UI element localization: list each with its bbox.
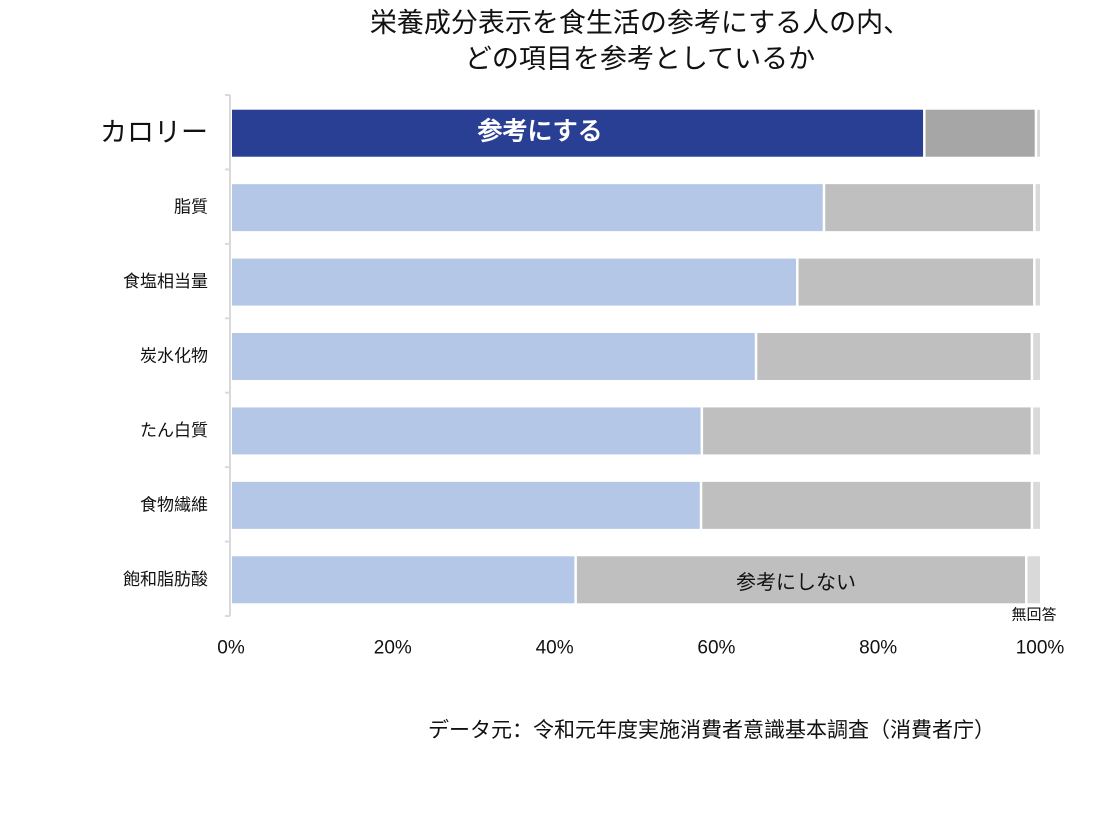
bar-segment-refer: [232, 407, 701, 455]
x-tick-label: 20%: [374, 638, 412, 659]
bar-segment-refer: [232, 556, 575, 604]
annotation-not-refer: 参考にしない: [736, 570, 856, 594]
bar-segment-refer: [232, 184, 823, 232]
bar-segment-no-answer: [1035, 184, 1040, 232]
bar-segment-refer: [232, 333, 755, 380]
bar-segment-no-answer: [1035, 258, 1040, 306]
bar-segment-refer: [232, 109, 924, 157]
category-label: 食塩相当量: [123, 272, 208, 292]
bar-segment-no-answer: [1037, 109, 1040, 157]
category-label: たん白質: [140, 421, 208, 441]
bar-segment-refer: [232, 481, 700, 529]
bar-segment-not-refer: [798, 258, 1034, 306]
bars: [232, 109, 1040, 604]
x-tick-label: 40%: [536, 638, 574, 659]
bar-segment-not-refer: [702, 481, 1031, 529]
bar-segment-no-answer: [1033, 481, 1040, 529]
category-label: 炭水化物: [140, 347, 208, 367]
category-label: 脂質: [174, 198, 208, 218]
bar-segment-no-answer: [1033, 407, 1040, 455]
annotation-refer: 参考にする: [477, 117, 602, 146]
chart-title: 栄養成分表示を食生活の参考にする人の内、 どの項目を参考としているか: [290, 6, 990, 78]
data-source-note: データ元：令和元年度実施消費者意識基本調査（消費者庁）: [428, 718, 995, 742]
bar-segment-not-refer: [757, 333, 1031, 380]
bar-segment-not-refer: [825, 184, 1034, 232]
x-tick-label: 100%: [1016, 638, 1065, 659]
category-label: 飽和脂肪酸: [123, 570, 208, 590]
bar-segment-not-refer: [703, 407, 1031, 455]
annotation-no-answer: 無回答: [1011, 605, 1056, 623]
bar-segment-not-refer: [925, 109, 1035, 157]
chart-title-line-1: 栄養成分表示を食生活の参考にする人の内、: [369, 8, 911, 39]
category-label: カロリー: [100, 118, 208, 149]
x-tick-labels: 0% 20% 40% 60% 80% 100%: [217, 638, 1064, 659]
bar-segment-no-answer: [1027, 556, 1040, 604]
bar-segment-no-answer: [1033, 333, 1040, 380]
bar-segment-not-refer: [576, 556, 1025, 604]
y-axis: [225, 94, 231, 617]
x-tick-label: 60%: [697, 638, 735, 659]
chart-title-line-2: どの項目を参考としているか: [464, 44, 816, 75]
x-tick-label: 0%: [217, 638, 245, 659]
x-tick-label: 80%: [859, 638, 897, 659]
bar-segment-refer: [232, 258, 797, 306]
category-label: 食物繊維: [140, 495, 208, 515]
